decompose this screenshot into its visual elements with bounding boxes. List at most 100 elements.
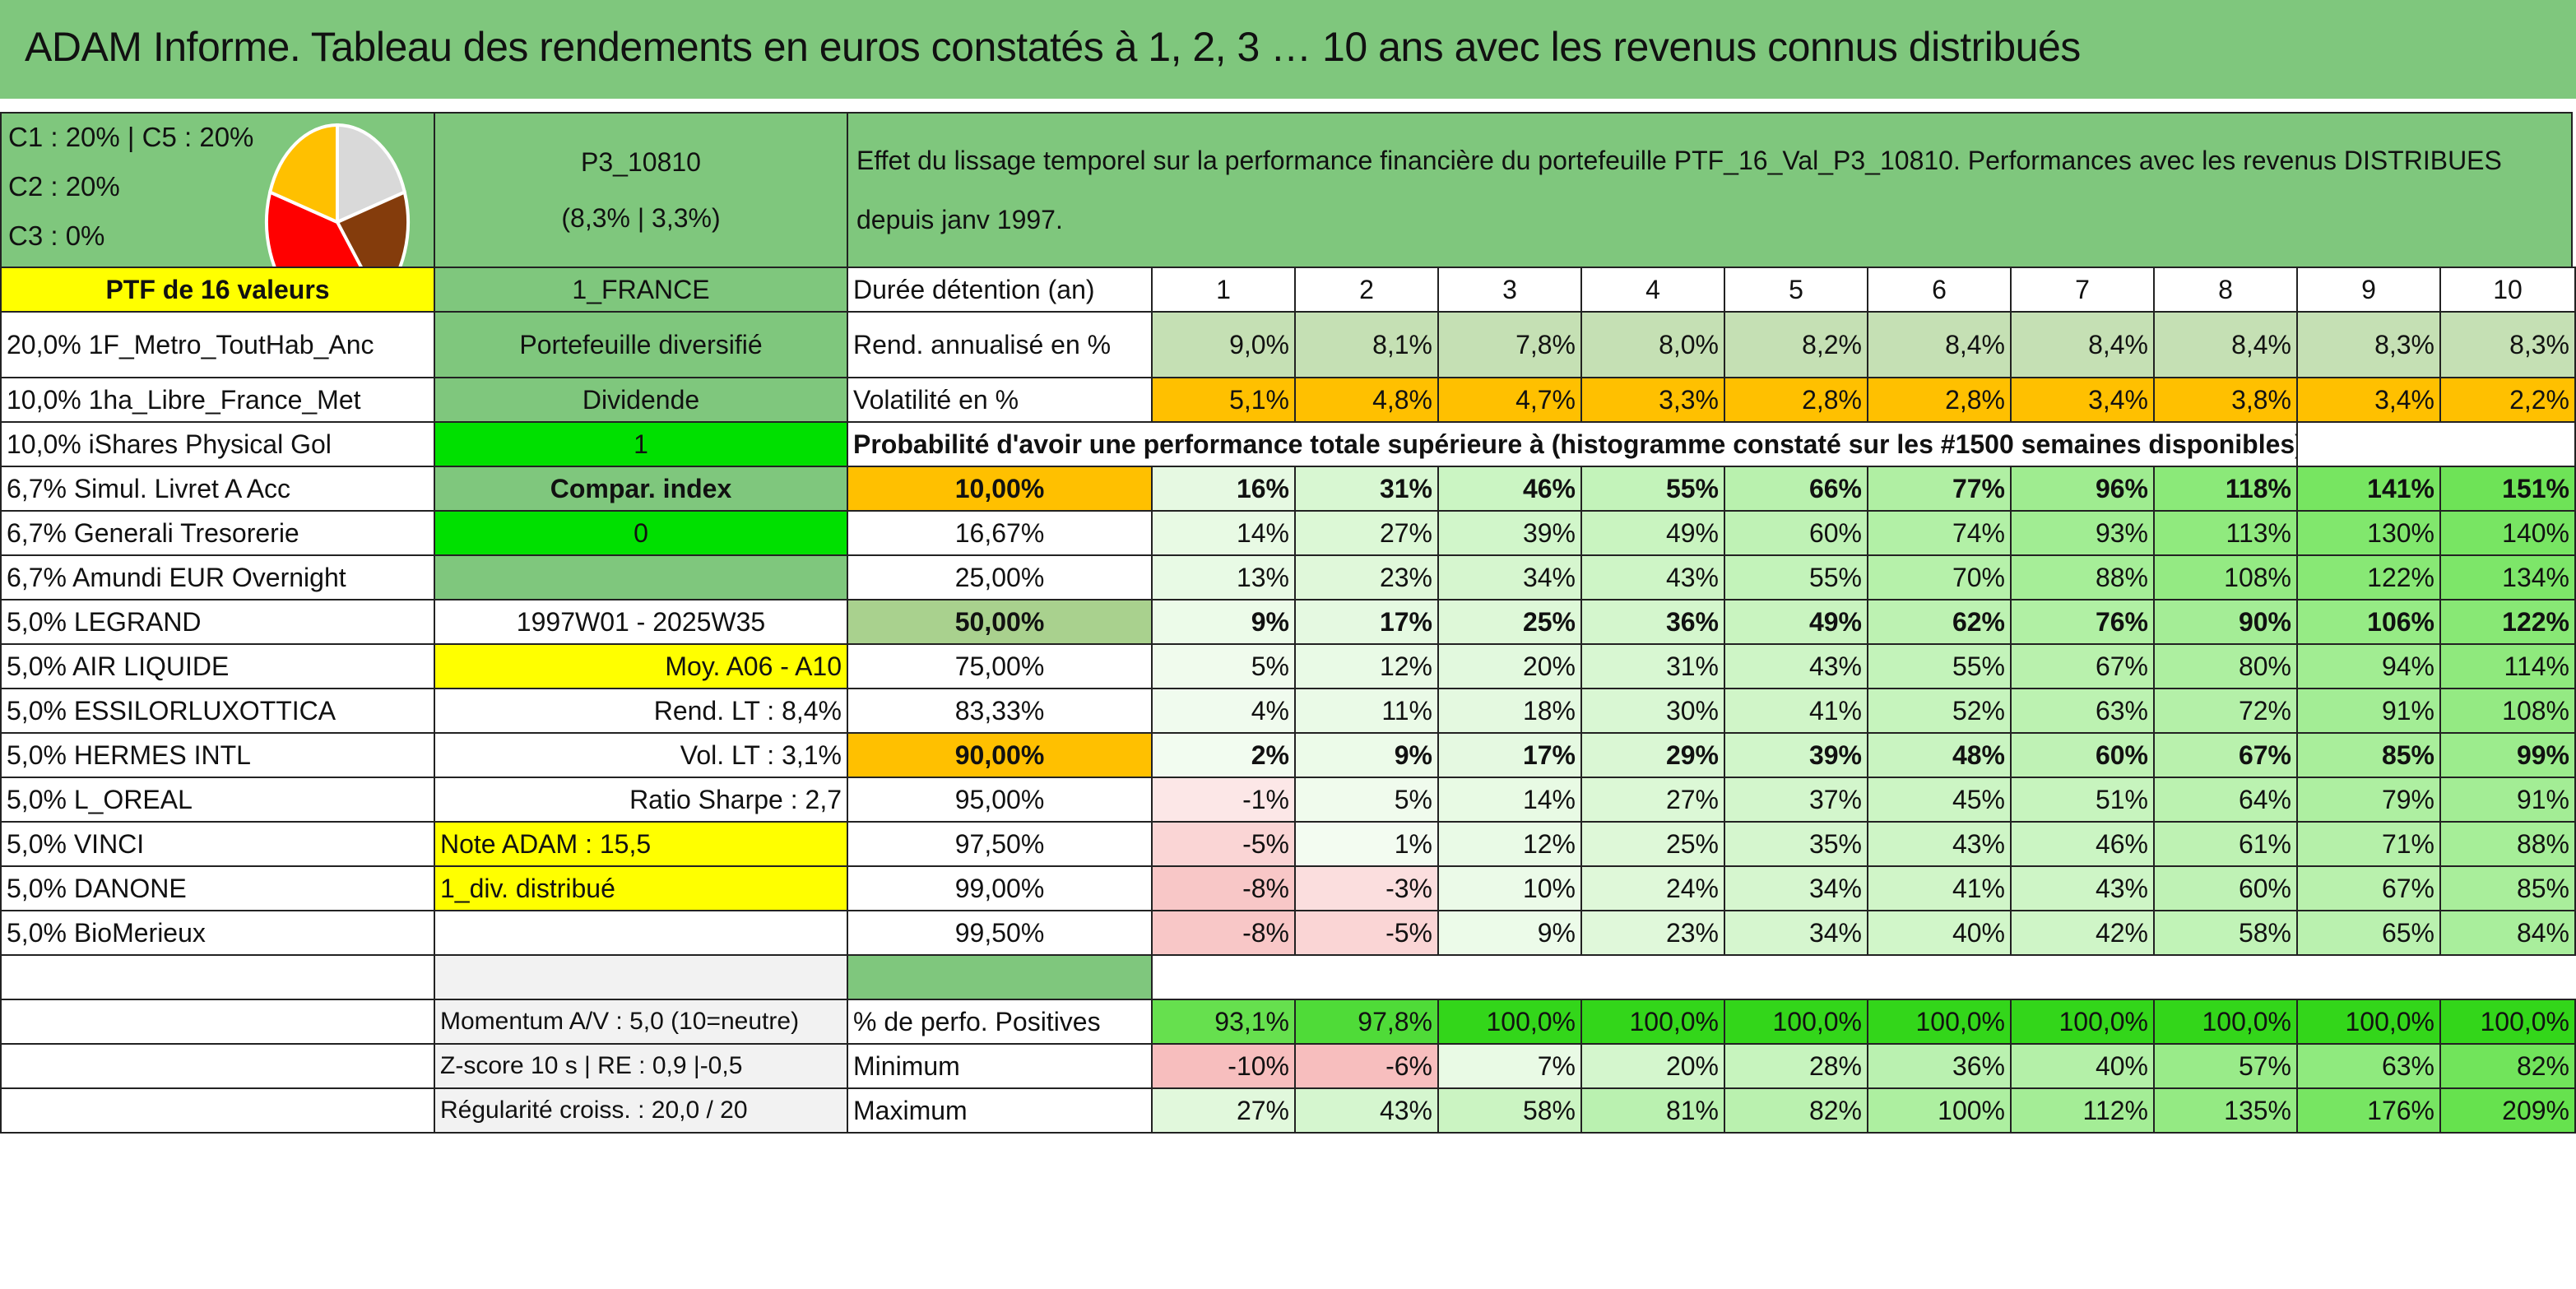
proba-threshold: 99,00%: [847, 865, 1153, 911]
proba-value: 10%: [1437, 865, 1582, 911]
vol-value: 4,7%: [1437, 377, 1582, 423]
proba-value: 60%: [2010, 732, 2155, 778]
max-value: 100%: [1867, 1087, 2012, 1134]
empty-cell: [434, 910, 848, 956]
min-value: -10%: [1151, 1043, 1296, 1089]
proba-value: 88%: [2439, 821, 2576, 867]
proba-value: 39%: [1437, 510, 1582, 556]
rend-row: 20,0% 1F_Metro_ToutHab_Anc Portefeuille d…: [0, 311, 2576, 378]
empty-cell: [434, 954, 848, 1000]
rend-value: 8,1%: [1294, 311, 1439, 378]
vol-value: 3,8%: [2153, 377, 2298, 423]
proba-value: 55%: [1724, 554, 1868, 600]
proba-value: 37%: [1724, 777, 1868, 823]
proba-value: 43%: [2010, 865, 2155, 911]
proba-value: 122%: [2296, 554, 2441, 600]
proba-value: 91%: [2439, 777, 2576, 823]
proba-value: 51%: [2010, 777, 2155, 823]
proba-value: 27%: [1580, 777, 1725, 823]
proba-value: 64%: [2153, 777, 2298, 823]
vol-value: 3,3%: [1580, 377, 1725, 423]
portfolio-description: Effet du lissage temporel sur la perform…: [846, 112, 2574, 268]
proba-value: 96%: [2010, 466, 2155, 512]
proba-threshold: 16,67%: [847, 510, 1153, 556]
rend-value: 9,0%: [1151, 311, 1296, 378]
proba-value: 41%: [1724, 688, 1868, 734]
year-header: 9: [2296, 267, 2441, 313]
proba-value: 9%: [1437, 910, 1582, 956]
allocation-line: C2 : 20%: [8, 171, 120, 202]
title-bar: ADAM Informe. Tableau des rendements en …: [0, 0, 2576, 99]
rend-label: Rend. annualisé en %: [847, 311, 1153, 378]
proba-value: 49%: [1580, 510, 1725, 556]
vol-value: 2,2%: [2439, 377, 2576, 423]
proba-label: Probabilité d'avoir une performance tota…: [847, 421, 2298, 467]
holding-row: 20,0% 1F_Metro_ToutHab_Anc: [0, 311, 435, 378]
proba-threshold: 83,33%: [847, 688, 1153, 734]
min-value: -6%: [1294, 1043, 1439, 1089]
proba-threshold: 90,00%: [847, 732, 1153, 778]
pie-slice-c4: [265, 189, 363, 266]
proba-value: 80%: [2153, 643, 2298, 689]
holding-row: 6,7% Generali Tresorerie: [0, 510, 435, 556]
proba-value: 88%: [2010, 554, 2155, 600]
proba-value: 34%: [1437, 554, 1582, 600]
years-row: PTF de 16 valeurs 1_FRANCE Durée détention…: [0, 267, 2576, 313]
vol-value: 5,1%: [1151, 377, 1296, 423]
portfolio-type: Portefeuille diversifié: [434, 311, 848, 378]
proba-value: 17%: [1437, 732, 1582, 778]
proba-value: 55%: [1580, 466, 1725, 512]
blank-row: [0, 954, 2575, 1000]
portfolio-size: PTF de 16 valeurs: [0, 267, 435, 313]
holding-row: 6,7% Simul. Livret A Acc: [0, 466, 435, 512]
vol-value: 2,8%: [1867, 377, 2012, 423]
proba-value: 93%: [2010, 510, 2155, 556]
proba-value: 67%: [2296, 865, 2441, 911]
year-header: 6: [1867, 267, 2012, 313]
proba-value: 12%: [1437, 821, 1582, 867]
proba-row: 5,0% DANONE 1_div. distribué 99,00% -8% -3% 1…: [0, 865, 2576, 911]
vol-value: 4,8%: [1294, 377, 1439, 423]
allocation-line: C1 : 20% | C5 : 20%: [8, 122, 254, 152]
rend-value: 8,3%: [2296, 311, 2441, 378]
momentum-label: Momentum A/V : 5,0 (10=neutre): [434, 999, 848, 1045]
proba-value: -5%: [1151, 821, 1296, 867]
proba-value: 108%: [2439, 688, 2576, 734]
holding-row: 5,0% HERMES INTL: [0, 732, 435, 778]
proba-value: 40%: [1867, 910, 2012, 956]
min-label: Minimum: [847, 1043, 1153, 1089]
min-value: 7%: [1437, 1043, 1582, 1089]
vol-lt: Vol. LT : 3,1%: [434, 732, 848, 778]
proba-value: 85%: [2439, 865, 2576, 911]
empty-cell: [0, 1087, 435, 1134]
proba-value: 34%: [1724, 865, 1868, 911]
proba-value: 76%: [2010, 599, 2155, 645]
proba-value: 106%: [2296, 599, 2441, 645]
proba-value: 151%: [2439, 466, 2576, 512]
holding-row: 5,0% BioMerieux: [0, 910, 435, 956]
proba-value: 66%: [1724, 466, 1868, 512]
proba-threshold: 75,00%: [847, 643, 1153, 689]
year-header: 5: [1724, 267, 1868, 313]
proba-threshold: 95,00%: [847, 777, 1153, 823]
proba-value: -8%: [1151, 910, 1296, 956]
proba-value: 27%: [1294, 510, 1439, 556]
proba-value: 25%: [1580, 821, 1725, 867]
proba-value: 35%: [1724, 821, 1868, 867]
holding-row: 5,0% LEGRAND: [0, 599, 435, 645]
period-range: 1997W01 - 2025W35: [434, 599, 848, 645]
proba-value: 46%: [2010, 821, 2155, 867]
proba-value: 58%: [2153, 910, 2298, 956]
rend-value: 8,4%: [1867, 311, 2012, 378]
holding-row: 5,0% ESSILORLUXOTTICA: [0, 688, 435, 734]
proba-value: 118%: [2153, 466, 2298, 512]
moyenne-label: Moy. A06 - A10: [434, 643, 848, 689]
proba-value: 31%: [1294, 466, 1439, 512]
portfolio-code: P3_10810: [581, 147, 701, 177]
rend-value: 8,3%: [2439, 311, 2576, 378]
min-value: 63%: [2296, 1043, 2441, 1089]
proba-value: 23%: [1580, 910, 1725, 956]
pos-value: 100,0%: [2153, 999, 2298, 1045]
proba-value: 141%: [2296, 466, 2441, 512]
proba-threshold: 10,00%: [847, 466, 1153, 512]
